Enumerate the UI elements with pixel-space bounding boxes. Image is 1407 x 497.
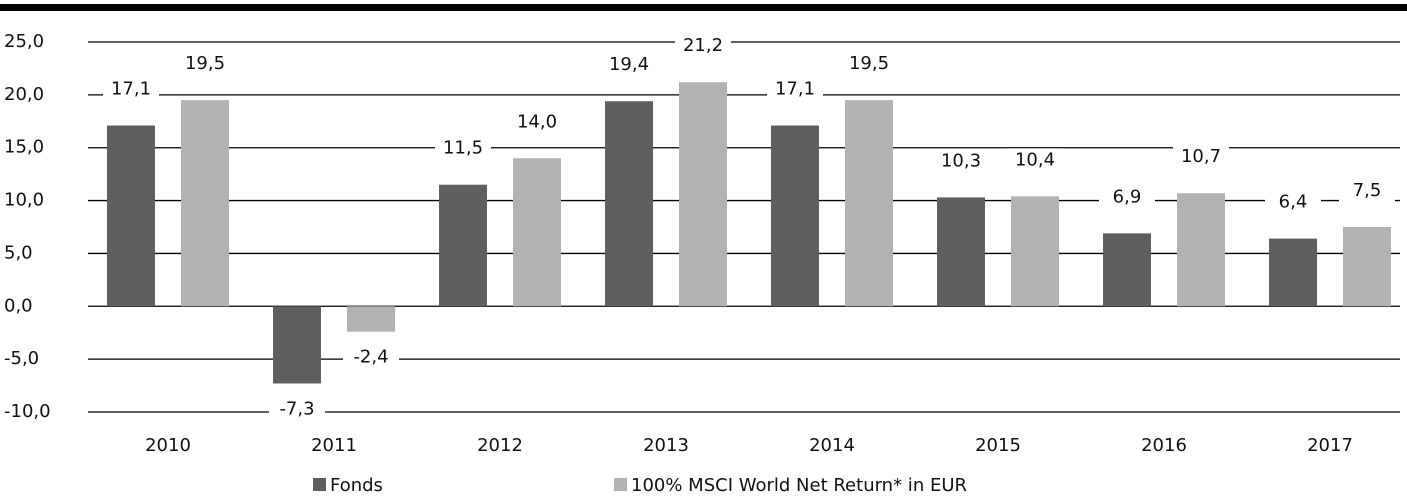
y-tick-label: -10,0: [4, 401, 51, 422]
data-label: 19,4: [609, 54, 649, 75]
bar: [1343, 227, 1391, 307]
y-tick-label: 10,0: [4, 190, 44, 211]
label-background: [177, 52, 233, 77]
label-background: [269, 397, 325, 422]
data-label: 6,9: [1113, 186, 1142, 207]
label-background: [933, 149, 989, 174]
bar: [605, 101, 653, 307]
label-background: [1099, 185, 1155, 210]
label-background: [1173, 145, 1229, 170]
x-tick-label: 2016: [1141, 435, 1187, 456]
bar: [1269, 238, 1317, 307]
legend-label: 100% MSCI World Net Return* in EUR: [631, 475, 967, 496]
data-label: 17,1: [111, 79, 151, 100]
bar: [513, 158, 561, 307]
x-tick-label: 2011: [311, 435, 357, 456]
data-label: 14,0: [517, 111, 557, 132]
legend-swatch: [614, 478, 627, 491]
data-label: -2,4: [353, 347, 388, 368]
y-tick-label: 25,0: [4, 31, 44, 52]
label-background: [841, 52, 897, 77]
x-tick-label: 2013: [643, 435, 689, 456]
x-tick-label: 2010: [145, 435, 191, 456]
bar: [181, 100, 229, 307]
x-tick-label: 2012: [477, 435, 523, 456]
bar: [273, 306, 321, 384]
bar: [679, 82, 727, 307]
label-background: [509, 110, 565, 135]
bar: [845, 100, 893, 307]
data-label: 17,1: [775, 79, 815, 100]
label-background: [767, 77, 823, 102]
y-tick-label: -5,0: [4, 348, 39, 369]
x-tick-label: 2014: [809, 435, 855, 456]
data-label: 10,3: [941, 150, 981, 171]
data-label: 21,2: [683, 35, 723, 56]
bar: [107, 125, 155, 307]
data-label: 19,5: [185, 53, 225, 74]
label-background: [343, 345, 399, 370]
label-background: [1265, 190, 1321, 215]
bar: [937, 197, 985, 307]
x-tick-label: 2017: [1307, 435, 1353, 456]
y-tick-label: 5,0: [4, 242, 33, 263]
label-background: [675, 34, 731, 59]
y-tick-label: 0,0: [4, 295, 33, 316]
data-label: 19,5: [849, 53, 889, 74]
label-background: [435, 136, 491, 161]
bar: [347, 306, 395, 332]
data-label: 10,4: [1015, 149, 1055, 170]
bar: [1103, 233, 1151, 307]
bar: [771, 125, 819, 307]
label-background: [1339, 179, 1395, 203]
legend-swatch: [313, 478, 326, 491]
label-background: [103, 77, 159, 102]
label-background: [1007, 148, 1063, 173]
bar: [1177, 193, 1225, 307]
bar: [439, 184, 487, 307]
data-label: 6,4: [1279, 192, 1308, 213]
top-rule: [0, 4, 1407, 11]
data-label: -7,3: [279, 398, 314, 419]
x-tick-label: 2015: [975, 435, 1021, 456]
data-label: 10,7: [1181, 146, 1221, 167]
data-label: 11,5: [443, 138, 483, 159]
data-label: 7,5: [1353, 180, 1382, 201]
y-tick-label: 15,0: [4, 137, 44, 158]
legend-label: Fonds: [330, 475, 383, 496]
label-background: [601, 53, 657, 78]
bar: [1011, 196, 1059, 307]
y-tick-label: 20,0: [4, 84, 44, 105]
